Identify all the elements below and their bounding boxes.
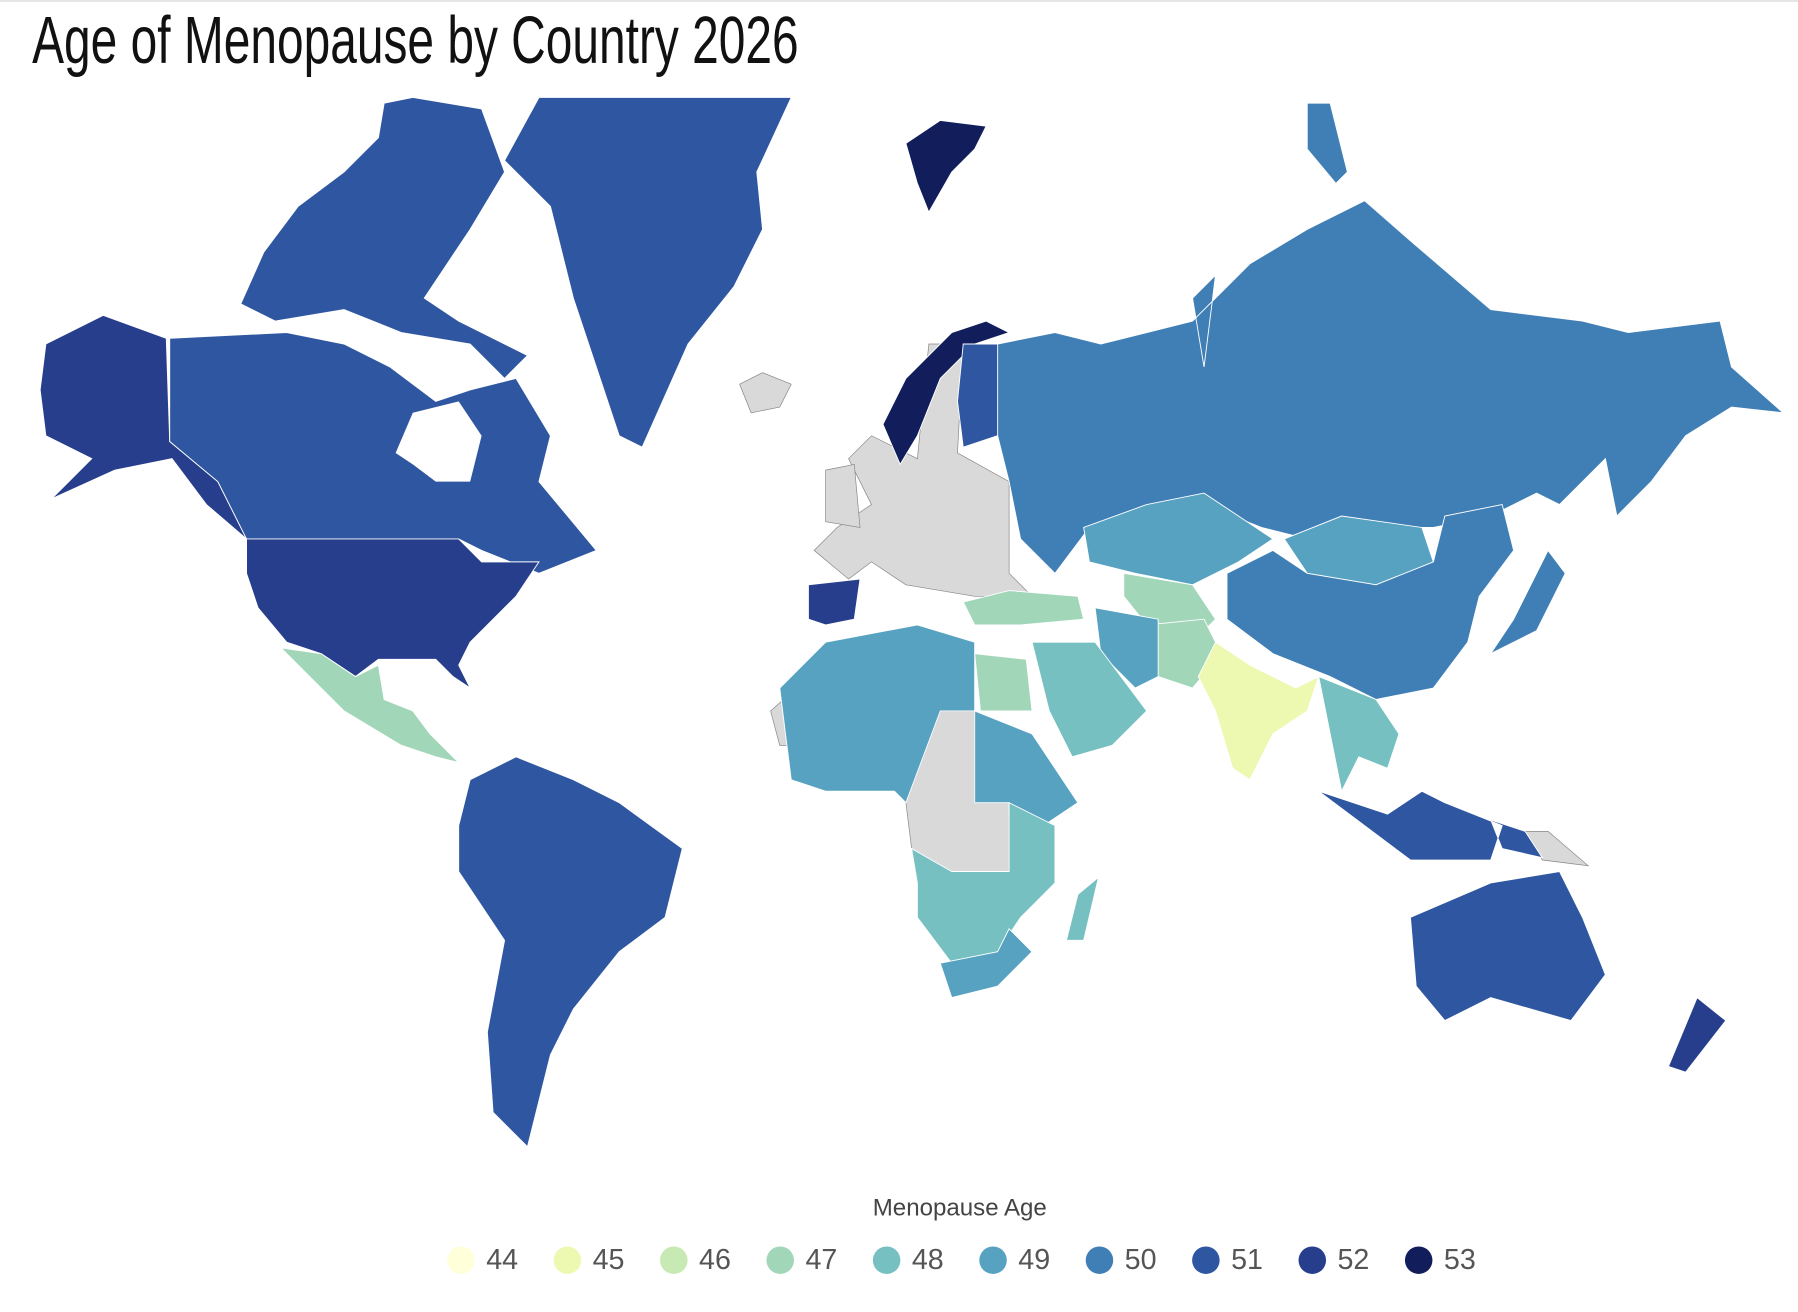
legend-swatch [872,1246,901,1274]
legend: 44 45 46 47 48 49 50 51 52 53 [447,1244,1476,1276]
legend-label: 50 [1125,1244,1157,1276]
country-region [911,801,1056,964]
legend-swatch [1192,1246,1220,1274]
legend-label: 45 [593,1244,625,1276]
chart-title: Age of Menopause by Country 2026 [32,5,799,78]
country-region [503,97,792,448]
legend-swatch [1404,1246,1433,1274]
map-root: Age of Menopause by Country 2026 Menopau… [32,5,1785,1276]
legend-label: 46 [699,1244,731,1276]
country-region [246,538,540,690]
country-region [1318,790,1544,861]
water [395,401,482,482]
legend-swatch [660,1246,688,1274]
country-region [1031,641,1148,758]
country-region [1197,641,1320,781]
country-region [905,119,987,214]
country-region [807,578,861,626]
country-region [997,102,1785,575]
country-region [939,928,1033,999]
legend-swatch [1085,1246,1114,1274]
country-region [1409,870,1606,1022]
country-region [974,653,1033,712]
country-region [1318,675,1400,793]
country-region [169,97,598,574]
no-data-region [825,464,861,528]
legend-swatch [1298,1246,1327,1274]
country-region [1226,504,1515,700]
country-region [962,590,1085,626]
country-region [882,320,1011,466]
legend-label: 53 [1444,1244,1476,1276]
country-region [1083,492,1274,586]
country-region [1094,607,1159,689]
legend-swatch [979,1246,1007,1274]
legend-label: 44 [486,1244,518,1276]
no-data-region [813,343,1033,597]
legend-title: Menopause Age [873,1195,1047,1222]
legend-label: 47 [805,1244,837,1276]
world-map [39,97,1785,1148]
country-region [1065,875,1100,941]
legend-label: 51 [1231,1244,1263,1276]
legend-label: 48 [912,1244,944,1276]
no-data-region [739,372,792,414]
legend-swatch [553,1246,582,1274]
legend-swatch [766,1246,794,1274]
country-region [279,647,461,764]
country-region [39,314,247,540]
legend-label: 49 [1018,1244,1050,1276]
country-region [458,756,683,1148]
country-region [1667,996,1727,1073]
legend-swatch [447,1246,475,1274]
country-region [1489,549,1566,655]
legend-label: 52 [1338,1244,1370,1276]
